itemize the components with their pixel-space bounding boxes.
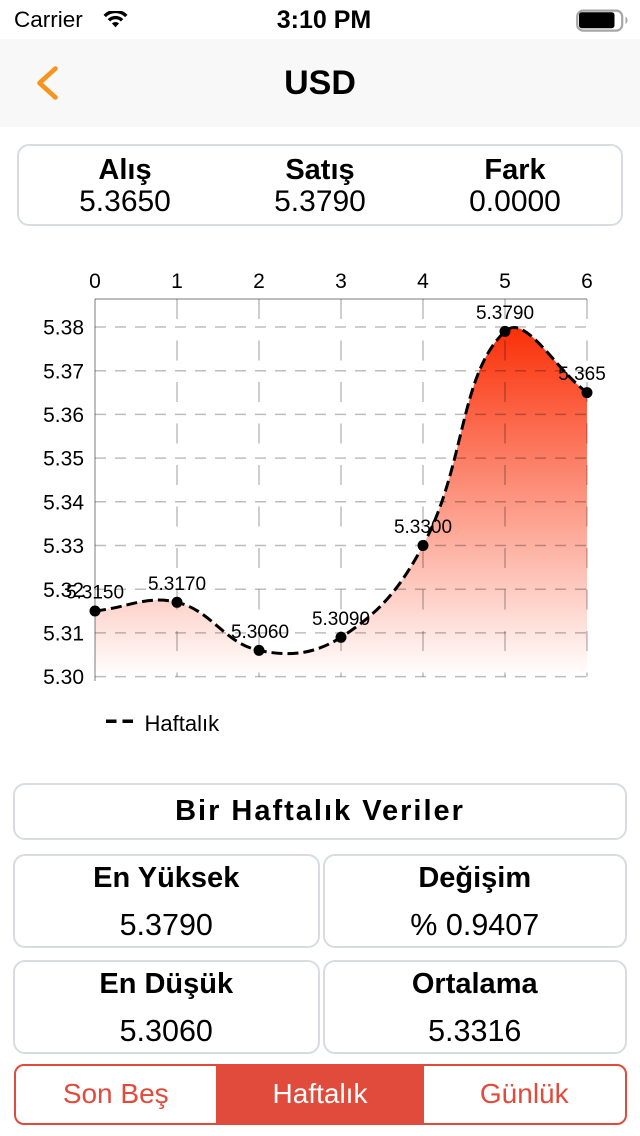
svg-text:3: 3: [335, 270, 347, 293]
svg-text:5: 5: [499, 270, 511, 293]
svg-text:5.35: 5.35: [43, 448, 84, 471]
svg-text:5.31: 5.31: [43, 623, 84, 646]
svg-text:6: 6: [581, 270, 593, 293]
svg-text:5.38: 5.38: [43, 317, 84, 340]
svg-text:5.30: 5.30: [43, 666, 84, 689]
svg-text:5.37: 5.37: [43, 360, 84, 383]
svg-text:Haftalık: Haftalık: [145, 711, 221, 736]
svg-text:0: 0: [89, 270, 101, 293]
svg-text:1: 1: [171, 270, 183, 293]
svg-text:4: 4: [417, 270, 429, 293]
svg-text:5.32: 5.32: [43, 579, 84, 602]
svg-text:5.3060: 5.3060: [231, 622, 289, 643]
svg-text:2: 2: [253, 270, 265, 293]
svg-text:5.34: 5.34: [43, 491, 84, 514]
svg-text:5.3150: 5.3150: [66, 583, 124, 604]
svg-text:5.3790: 5.3790: [476, 303, 534, 324]
svg-text:5.36: 5.36: [43, 404, 84, 427]
svg-text:5.3300: 5.3300: [394, 517, 452, 538]
svg-text:5.33: 5.33: [43, 535, 84, 558]
svg-text:5.3170: 5.3170: [148, 574, 206, 595]
svg-text:5.3090: 5.3090: [312, 609, 370, 630]
svg-text:5.365: 5.365: [558, 364, 606, 385]
